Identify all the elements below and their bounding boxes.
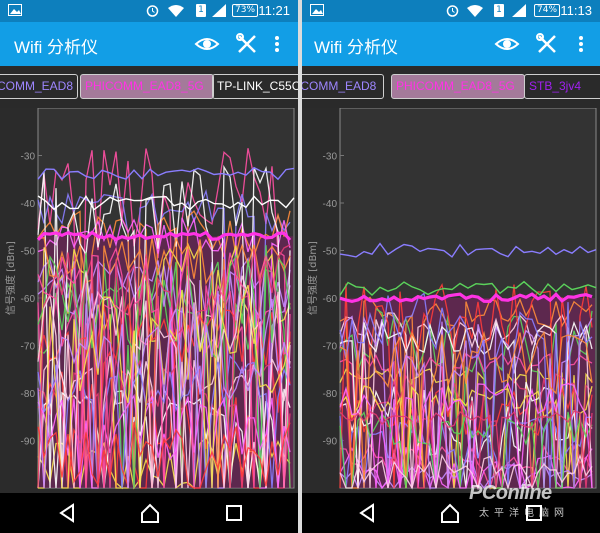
tab-network-3[interactable]: STB_3jv4: [524, 74, 600, 99]
signal-trace-strong: [339, 280, 597, 296]
back-icon[interactable]: [55, 501, 79, 525]
signal-trace: [37, 357, 291, 489]
home-icon[interactable]: [438, 501, 462, 525]
y-tick-label: -50: [21, 247, 36, 258]
tools-icon[interactable]: [533, 30, 561, 58]
network-tabs: COMM_EAD8 PHICOMM_EAD8_5G TP-LINK_C55C: [0, 66, 298, 108]
battery-indicator: 73%: [232, 4, 259, 17]
signal-trace: [37, 421, 291, 489]
signal-trace: [37, 290, 291, 489]
app-toolbar: Wifi 分析仪: [302, 22, 600, 66]
y-axis-label: 信号强度 [dBm]: [306, 241, 319, 315]
y-tick-label: -90: [21, 437, 36, 448]
phone-screen-right: 1 74% 11:13 Wifi 分析仪 ICOMM_EAD8: [302, 0, 600, 533]
signal-trace: [339, 330, 593, 489]
tab-network-1[interactable]: COMM_EAD8: [0, 74, 78, 99]
watermark: PConline 太平洋电脑网: [469, 482, 564, 519]
signal-strength-chart: 信号强度 [dBm] -30 -40 -50 -60 -70 -80 -90: [4, 108, 295, 490]
phone-screen-left: 1 73% 11:21 Wifi 分析仪 COMM_EAD8: [0, 0, 298, 533]
recents-icon[interactable]: [222, 501, 246, 525]
signal-trace: [37, 246, 291, 489]
tools-icon[interactable]: [233, 30, 261, 58]
signal-trace: [339, 372, 593, 489]
signal-trace: [339, 445, 593, 491]
eye-icon[interactable]: [193, 30, 221, 58]
signal-icon: [512, 4, 526, 21]
home-icon[interactable]: [138, 501, 162, 525]
back-icon[interactable]: [355, 501, 379, 525]
signal-trace-strong: [37, 166, 295, 181]
y-tick-label: -40: [323, 199, 338, 210]
signal-trace: [37, 253, 291, 489]
navigation-bar: [302, 493, 600, 533]
signal-trace: [37, 164, 291, 489]
signal-trace: [339, 453, 593, 491]
sim-badge: 1: [196, 4, 206, 17]
tab-network-2-selected[interactable]: PHICOMM_EAD8_5G: [80, 74, 214, 99]
alarm-icon: [446, 4, 459, 21]
tab-label: TP-LINK_C55C: [217, 79, 298, 93]
status-bar: 1 73% 11:21: [0, 0, 298, 22]
y-tick-label: -70: [21, 342, 36, 353]
network-tabs: ICOMM_EAD8 PHICOMM_EAD8_5G STB_3jv4: [302, 66, 600, 108]
recents-icon[interactable]: [522, 501, 546, 525]
y-tick-label: -30: [323, 152, 338, 163]
wifi-status-icon: [467, 4, 483, 21]
signal-trace: [339, 283, 593, 489]
selected-network-trace: [36, 230, 292, 242]
gallery-notification-icon: [310, 4, 324, 20]
clock: 11:21: [258, 3, 290, 18]
gallery-notification-icon: [8, 4, 22, 20]
selected-network-trace: [339, 292, 593, 304]
signal-trace: [339, 315, 593, 489]
tab-label: ICOMM_EAD8: [302, 79, 377, 93]
signal-trace-strong: [37, 194, 295, 211]
alarm-icon: [146, 4, 159, 21]
eye-icon[interactable]: [493, 30, 521, 58]
screenshot-divider: [298, 0, 302, 533]
tab-label: STB_3jv4: [529, 79, 582, 93]
tab-network-3[interactable]: TP-LINK_C55C: [212, 74, 298, 99]
overflow-menu-icon[interactable]: [574, 30, 588, 58]
y-tick-label: -70: [323, 342, 338, 353]
y-tick-label: -80: [21, 389, 36, 400]
signal-trace: [38, 284, 291, 489]
app-title: Wifi 分析仪: [14, 38, 99, 57]
y-axis-label: 信号强度 [dBm]: [4, 241, 17, 315]
signal-icon: [212, 4, 226, 21]
watermark-sub-text: 太平洋电脑网: [479, 508, 569, 519]
tab-label: COMM_EAD8: [0, 79, 74, 93]
y-tick-label: -50: [323, 247, 338, 258]
tab-label: PHICOMM_EAD8_5G: [396, 79, 515, 93]
signal-trace: [339, 381, 593, 489]
status-bar: 1 74% 11:13: [302, 0, 600, 22]
app-toolbar: Wifi 分析仪: [0, 22, 298, 66]
signal-trace: [339, 292, 593, 489]
clock: 11:13: [560, 3, 592, 18]
signal-trace: [37, 210, 291, 489]
signal-trace-strong: [339, 242, 597, 258]
signal-strength-chart: 信号强度 [dBm] -30 -40 -50 -60 -70 -80 -90: [306, 108, 597, 491]
y-tick-label: -40: [21, 199, 36, 210]
signal-trace: [339, 410, 593, 489]
tab-network-1[interactable]: ICOMM_EAD8: [302, 74, 384, 99]
y-tick-label: -60: [21, 294, 36, 305]
signal-trace: [37, 189, 291, 489]
wifi-status-icon: [168, 4, 184, 21]
y-tick-label: -60: [323, 294, 338, 305]
app-title: Wifi 分析仪: [314, 38, 399, 57]
navigation-bar: [0, 493, 298, 533]
tab-label: PHICOMM_EAD8_5G: [85, 79, 204, 93]
signal-trace: [37, 394, 291, 489]
watermark-logo-text: PConline: [469, 482, 552, 504]
y-tick-label: -80: [323, 389, 338, 400]
y-tick-label: -30: [21, 152, 36, 163]
tab-network-2-selected[interactable]: PHICOMM_EAD8_5G: [391, 74, 525, 99]
signal-trace: [37, 354, 291, 489]
y-tick-label: -90: [323, 437, 338, 448]
sim-badge: 1: [494, 4, 504, 17]
overflow-menu-icon[interactable]: [270, 30, 284, 58]
battery-indicator: 74%: [534, 4, 561, 17]
